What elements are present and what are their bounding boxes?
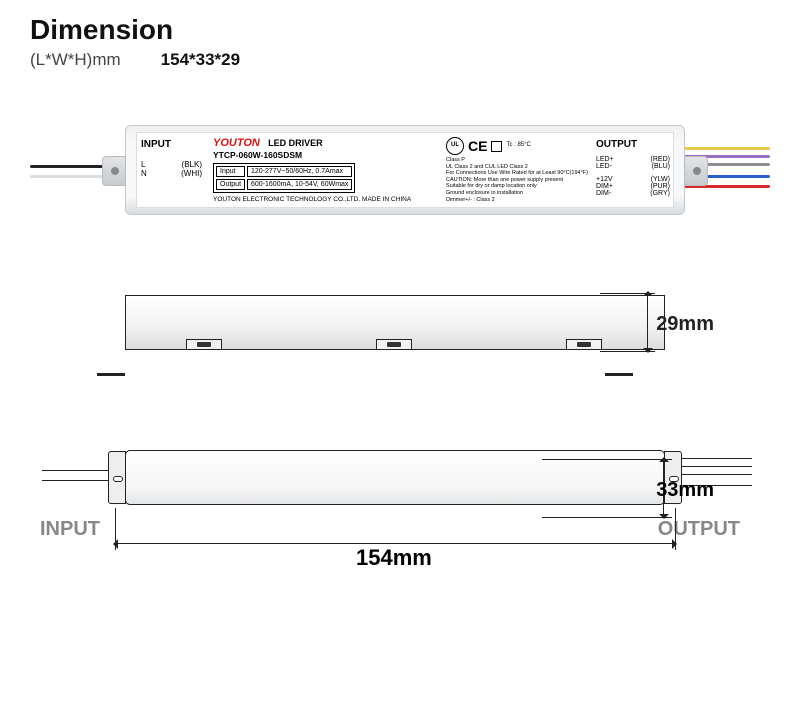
wline-in2	[42, 480, 115, 481]
spec-input-val: 120-277V~50/60Hz, 0.7Amax	[247, 166, 352, 177]
side-view-diagram: 29mm	[30, 285, 770, 375]
wire-input-white	[30, 175, 110, 178]
clip-3	[566, 339, 602, 350]
dim-height-label: 29mm	[656, 313, 714, 336]
made-in: YOUTON ELECTRONIC TECHNOLOGY CO.,LTD. MA…	[213, 196, 437, 203]
brand: YOUTON	[213, 137, 260, 149]
pin-dimp-c: (PUR)	[651, 183, 670, 190]
product-label: INPUT L (BLK) N (WHI) YOUTON LED DRIVER YT…	[136, 132, 674, 208]
pin-dimm: DIM-	[596, 190, 611, 197]
top-view-diagram: 33mm INPUT OUTPUT 154mm	[30, 440, 770, 590]
label-output-col: OUTPUT LED+ (RED) LED- (BLU) +12V (YLW) DIM…	[593, 133, 673, 207]
pin-ledm: LED-	[596, 163, 612, 170]
wire-input-black	[30, 165, 110, 168]
pin-l: L	[141, 160, 145, 169]
dim33-ext-bot	[542, 517, 672, 518]
label-cert-col: UL CE Tc : 85°C Class P UL Class 2 and C…	[443, 133, 593, 207]
wline-in1	[42, 470, 115, 471]
page-title: Dimension	[30, 14, 770, 46]
output-heading: OUTPUT	[596, 139, 670, 150]
pin-12v: +12V	[596, 176, 613, 183]
model: YTCP-060W-160SDSM	[213, 150, 437, 160]
output-text: OUTPUT	[658, 518, 740, 541]
tc-label: Tc : 85°C	[506, 142, 530, 149]
pin-dimm-c: (GRY)	[650, 190, 670, 197]
pin-l-color: (BLK)	[182, 160, 202, 169]
pin-dimp: DIM+	[596, 183, 613, 190]
flange-right	[605, 373, 633, 376]
dim-height-line	[647, 293, 648, 351]
end-plate-left	[108, 451, 126, 504]
pin-ledp: LED+	[596, 156, 614, 163]
product-photo: INPUT L (BLK) N (WHI) YOUTON LED DRIVER YT…	[30, 125, 770, 235]
driver-body: INPUT L (BLK) N (WHI) YOUTON LED DRIVER YT…	[125, 125, 685, 215]
input-heading: INPUT	[141, 139, 202, 150]
dim-width-label: 33mm	[656, 479, 714, 502]
pin-12v-c: (YLW)	[651, 176, 670, 183]
product-line: LED DRIVER	[268, 138, 323, 148]
clip-1	[186, 339, 222, 350]
spec-input-label: Input	[216, 166, 245, 177]
dim-length-label: 154mm	[350, 545, 438, 571]
spec-output-val: 600-1600mA, 10-54V, 60Wmax	[247, 179, 352, 190]
cert-text: Class P UL Class 2 and CUL LED Class 2 F…	[446, 157, 590, 203]
clip-2	[376, 339, 412, 350]
mount-tab-right	[684, 156, 708, 186]
input-text: INPUT	[40, 518, 100, 541]
dim33-ext-top	[542, 459, 672, 460]
ce-icon: CE	[468, 138, 487, 155]
flange-left	[97, 373, 125, 376]
mount-tab-left	[102, 156, 126, 186]
wire-output-yellow	[670, 147, 770, 150]
side-body	[125, 295, 665, 350]
pin-n-color: (WHI)	[181, 169, 202, 178]
subtitle-value: 154*33*29	[161, 50, 240, 70]
cert-icon	[491, 141, 502, 152]
ul-icon: UL	[446, 137, 464, 155]
pin-n: N	[141, 169, 147, 178]
label-mid-col: YOUTON LED DRIVER YTCP-060W-160SDSM Inpu…	[207, 133, 443, 207]
spec-table: Input120-277V~50/60Hz, 0.7Amax Output600…	[213, 163, 355, 193]
spec-output-label: Output	[216, 179, 245, 190]
top-body: 33mm	[125, 450, 665, 505]
dim154-line	[115, 543, 675, 544]
slot-icon	[113, 476, 123, 482]
pin-ledp-c: (RED)	[651, 156, 670, 163]
label-input-col: INPUT L (BLK) N (WHI)	[137, 133, 207, 207]
cert-badges: UL CE Tc : 85°C	[446, 137, 590, 155]
subtitle-label: (L*W*H)mm	[30, 50, 121, 70]
subtitle-row: (L*W*H)mm 154*33*29	[30, 50, 770, 70]
pin-ledm-c: (BLU)	[652, 163, 670, 170]
